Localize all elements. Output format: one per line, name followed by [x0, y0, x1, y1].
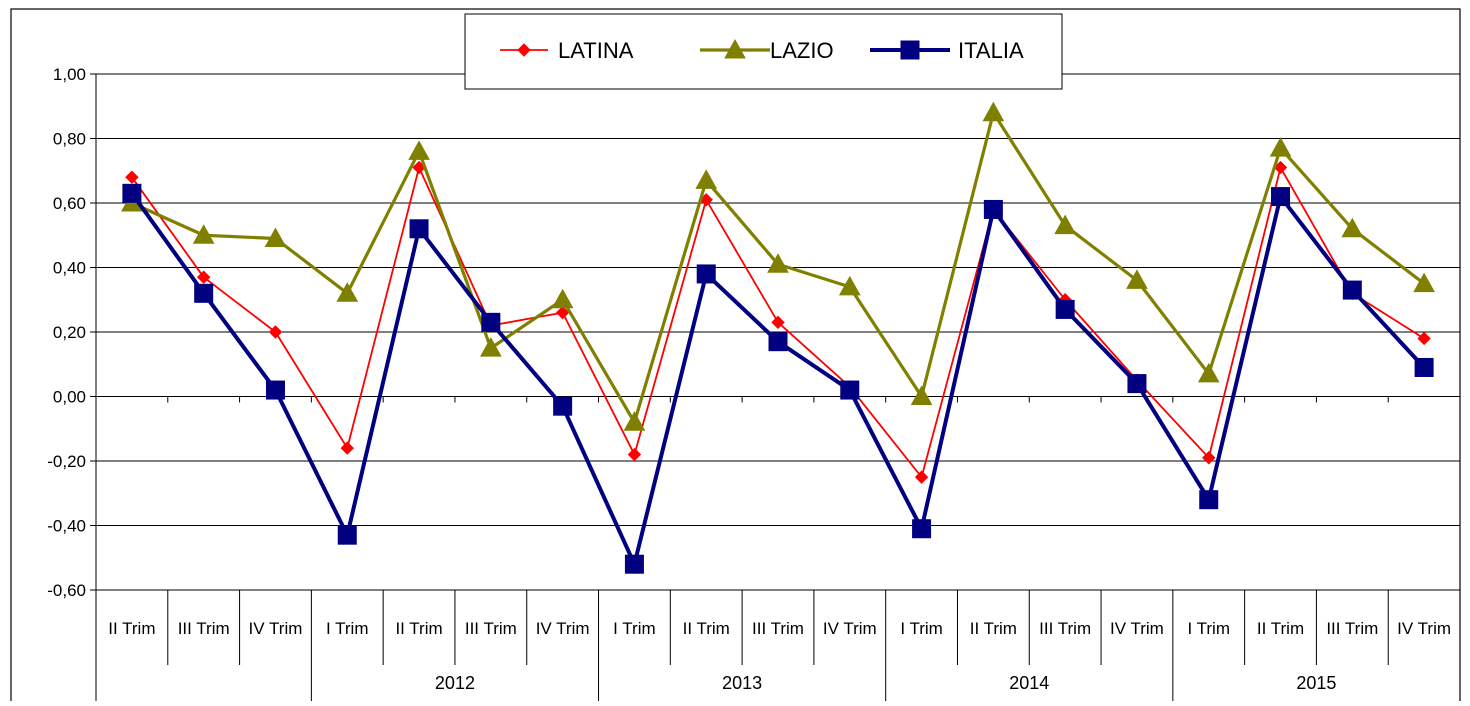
x-tick-label: IV Trim [536, 619, 590, 638]
axes: 1,00 0,80 0,60 0,40 0,20 0,00 -0,20 -0,40 -0,60 I… [47, 65, 1451, 706]
x-tick-label: III Trim [752, 619, 804, 638]
x-tick-label: II Trim [970, 619, 1017, 638]
marker-diamond [1417, 331, 1431, 346]
marker-square [840, 380, 860, 400]
marker-diamond [555, 305, 570, 320]
marker-square [1127, 374, 1147, 394]
y-tick-label: 0,00 [53, 388, 86, 407]
marker-triangle [1054, 214, 1077, 235]
marker-triangle [982, 101, 1005, 122]
legend-label: LAZIO [770, 38, 834, 63]
x-tick-label: II Trim [1257, 619, 1304, 638]
marker-triangle [724, 38, 746, 59]
y-tick-label: -0,20 [47, 452, 86, 471]
marker-triangle [1413, 272, 1435, 293]
year-group-label: 2015 [1296, 673, 1336, 693]
data-series [121, 101, 1435, 574]
x-tick-label: I Trim [1187, 619, 1230, 638]
x-tick-label: III Trim [1039, 619, 1091, 638]
marker-diamond [771, 315, 785, 330]
marker-diamond [125, 170, 139, 184]
marker-square [122, 183, 142, 203]
x-tick-label: IV Trim [823, 619, 877, 638]
marker-square [768, 332, 788, 352]
x-tick-label: IV Trim [1397, 619, 1451, 638]
x-tick-label: I Trim [326, 619, 369, 638]
x-tick-label: IV Trim [249, 619, 303, 638]
marker-triangle [838, 275, 861, 296]
y-tick-label: -0,40 [47, 517, 86, 536]
marker-square [481, 312, 501, 332]
marker-triangle [336, 282, 359, 302]
marker-triangle [1197, 362, 1220, 383]
x-tick-label: II Trim [683, 619, 730, 638]
y-tick-label: 0,20 [53, 323, 86, 342]
marker-square [1199, 490, 1219, 510]
marker-triangle [910, 385, 933, 405]
series-italia [122, 183, 1434, 574]
legend: LATINA LAZIO ITALIA [464, 13, 1063, 90]
marker-square [912, 519, 932, 539]
marker-square [409, 219, 429, 239]
x-tick-label: II Trim [395, 619, 442, 638]
y-tick-label: 0,80 [53, 130, 86, 149]
legend-item-italia: ITALIA [870, 38, 1024, 63]
x-tick-label: III Trim [178, 619, 230, 638]
marker-square [337, 525, 357, 545]
marker-square [194, 283, 214, 303]
marker-square [1342, 280, 1362, 300]
marker-square [1414, 357, 1434, 377]
legend-label: LATINA [558, 38, 634, 63]
marker-square [696, 264, 716, 284]
year-group-label: 2014 [1009, 673, 1049, 693]
marker-triangle [767, 253, 789, 273]
marker-diamond [340, 441, 354, 455]
marker-diamond [627, 447, 642, 462]
marker-square [624, 554, 644, 574]
marker-triangle [551, 288, 574, 309]
x-tick-label: III Trim [465, 619, 517, 638]
marker-square [1055, 299, 1075, 319]
x-tick-label: IV Trim [1110, 619, 1164, 638]
y-tick-label: 1,00 [53, 65, 86, 84]
marker-diamond [517, 43, 531, 57]
marker-triangle [479, 337, 502, 357]
x-tick-label: I Trim [613, 619, 656, 638]
marker-triangle [623, 411, 646, 431]
year-group-label: 2012 [435, 673, 475, 693]
marker-square [983, 199, 1003, 219]
marker-triangle [695, 169, 718, 189]
series-latina [125, 160, 1431, 484]
legend-label: ITALIA [958, 38, 1024, 63]
marker-diamond [196, 270, 211, 284]
grid-lines [96, 73, 1460, 591]
legend-item-latina: LATINA [500, 38, 634, 63]
series-line [130, 192, 1426, 567]
x-tick-label: II Trim [108, 619, 155, 638]
marker-diamond [268, 325, 283, 339]
marker-square [553, 396, 573, 416]
marker-square [900, 40, 920, 60]
marker-square [265, 380, 285, 400]
y-tick-label: 0,40 [53, 259, 86, 278]
x-tick-label: III Trim [1326, 619, 1378, 638]
marker-triangle [1269, 137, 1292, 157]
marker-diamond [914, 470, 929, 484]
marker-triangle [1341, 217, 1364, 238]
x-tick-label: I Trim [900, 619, 943, 638]
chart-border [10, 8, 1461, 706]
y-tick-label: 0,60 [53, 194, 86, 213]
marker-triangle [192, 224, 215, 244]
legend-item-lazio: LAZIO [700, 38, 834, 63]
marker-triangle [408, 140, 430, 160]
marker-triangle [264, 227, 287, 247]
y-tick-label: -0,60 [47, 581, 86, 600]
marker-diamond [1202, 451, 1216, 465]
marker-square [1271, 187, 1291, 207]
marker-triangle [1126, 269, 1148, 289]
year-group-label: 2013 [722, 673, 762, 693]
